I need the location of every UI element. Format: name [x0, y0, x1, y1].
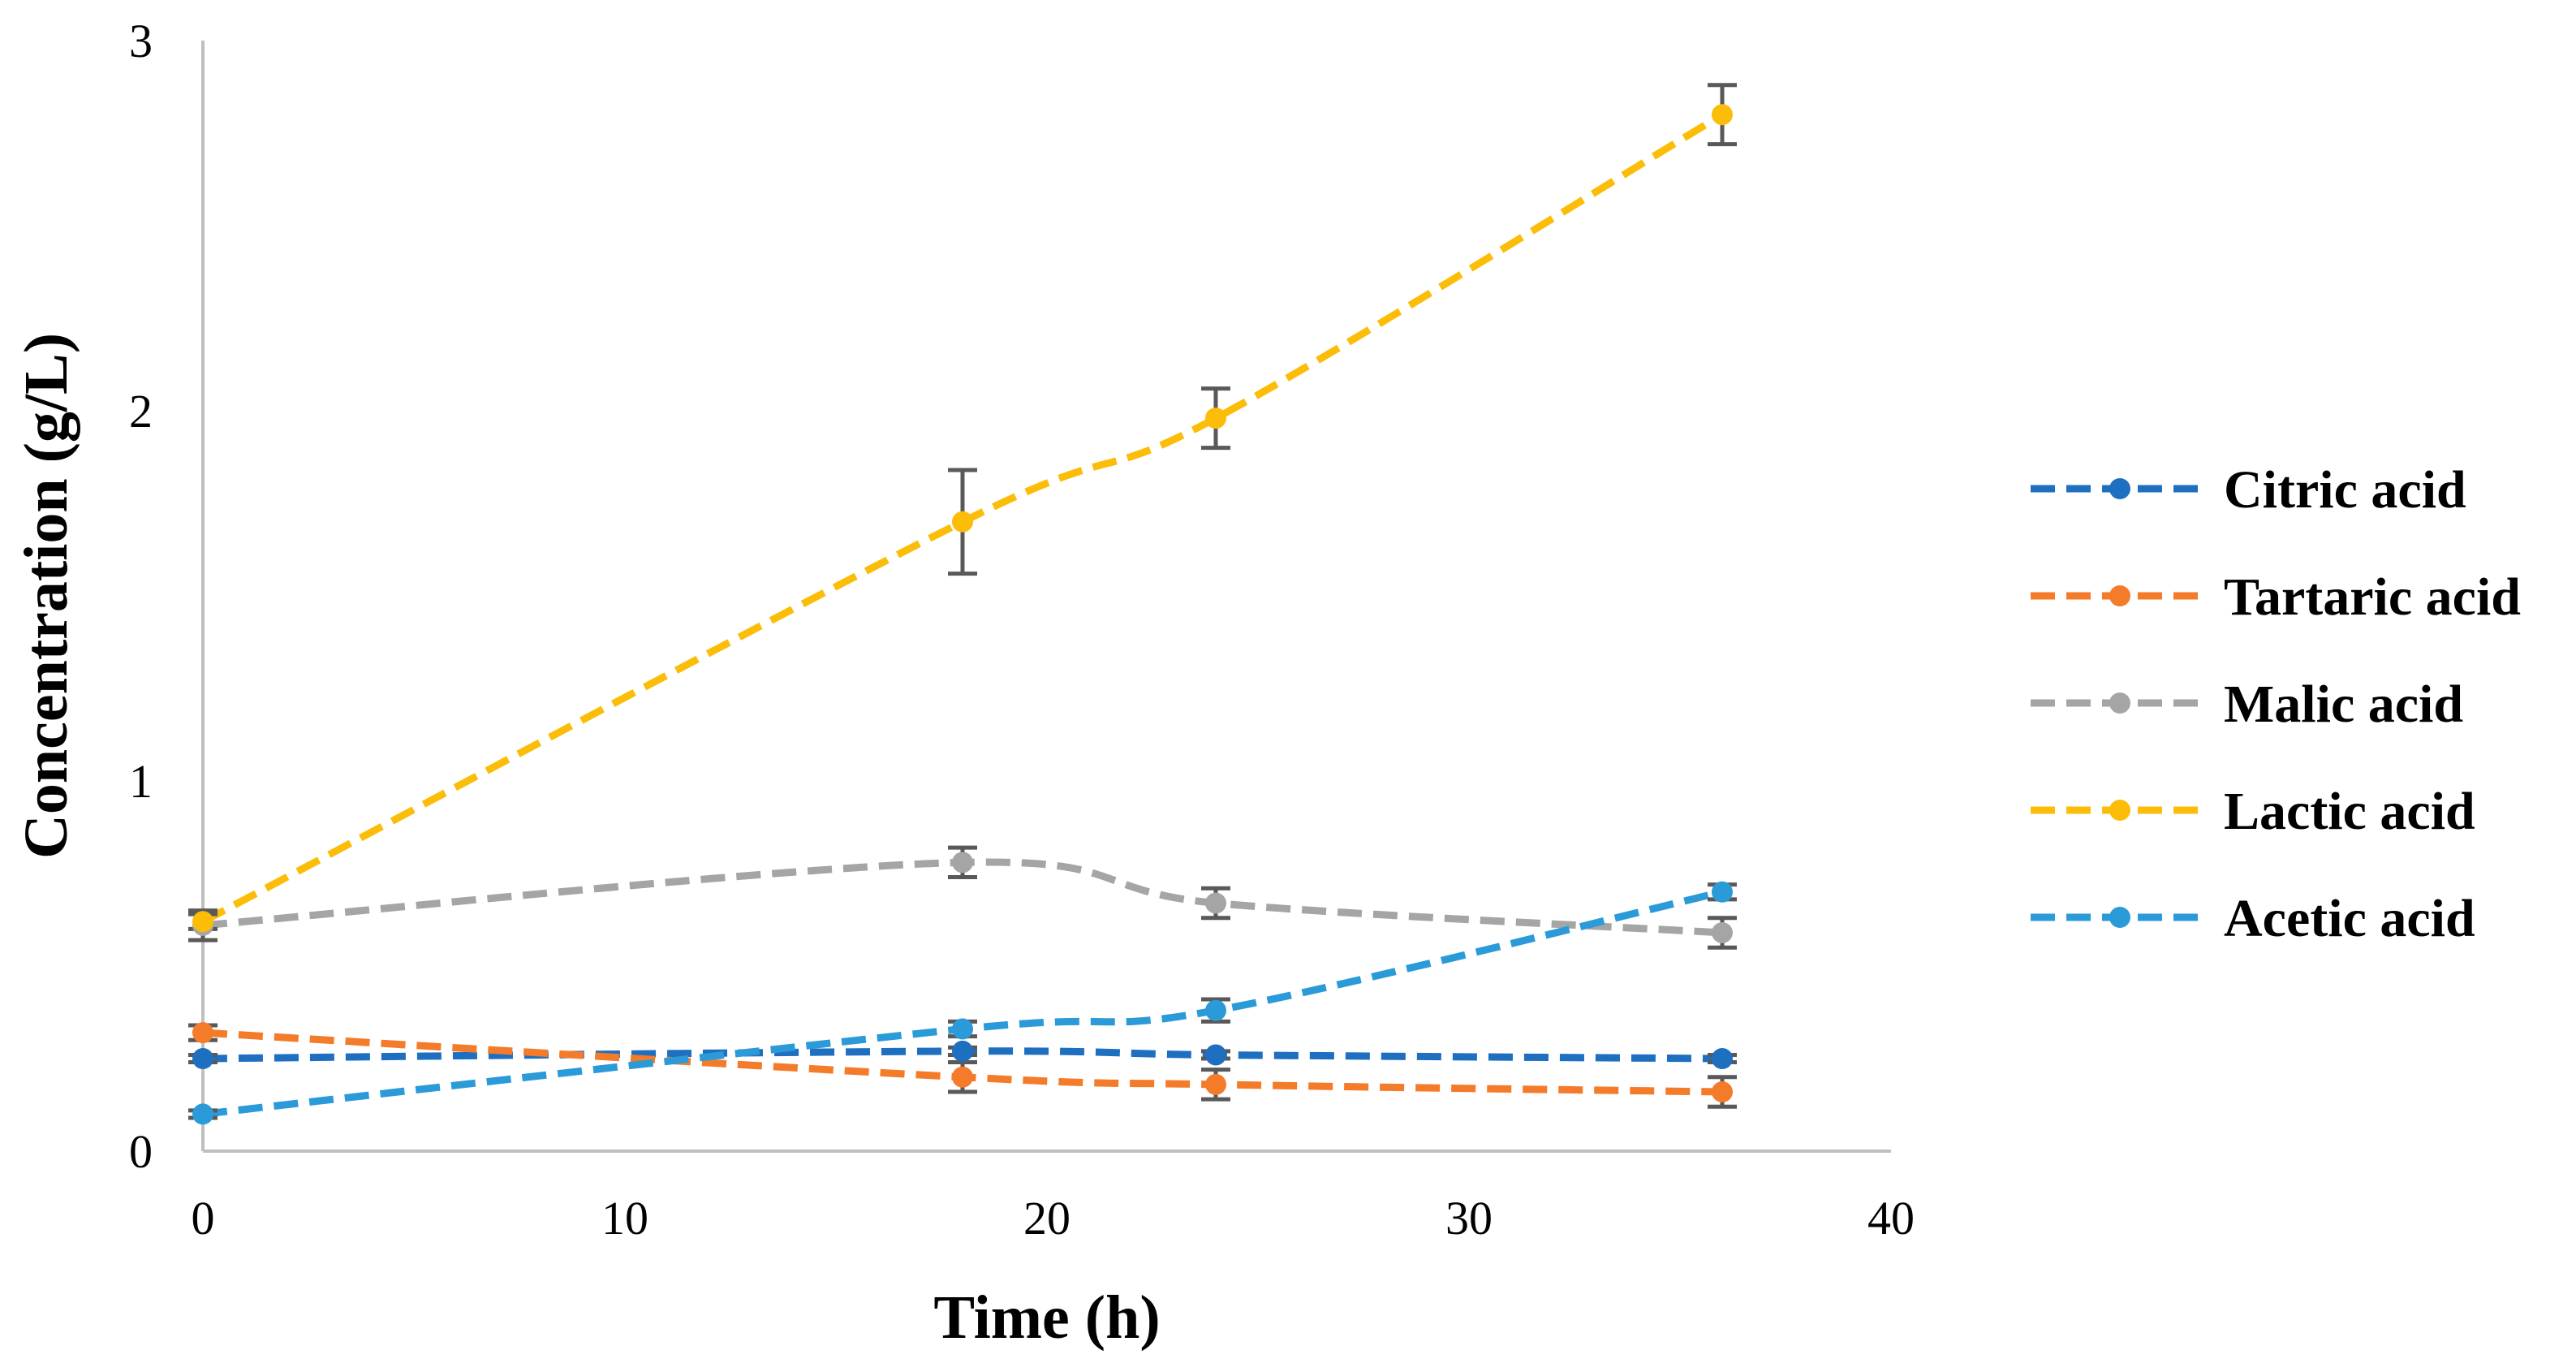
legend-item-malic-acid: Malic acid — [2031, 675, 2463, 734]
series-points-group — [192, 104, 1733, 1125]
series-line-tartaric-acid — [202, 1029, 1723, 1096]
data-point-acetic-acid — [1205, 999, 1226, 1021]
data-point-lactic-acid — [192, 911, 213, 933]
data-point-lactic-acid — [952, 511, 973, 533]
x-axis-title: Time (h) — [933, 1283, 1160, 1352]
data-point-malic-acid — [1712, 921, 1733, 943]
y-tick-label: 3 — [129, 15, 153, 67]
data-point-tartaric-acid — [1712, 1081, 1733, 1103]
legend-label: Citric acid — [2224, 460, 2466, 520]
data-point-tartaric-acid — [1205, 1073, 1226, 1095]
x-tick-label: 20 — [1023, 1192, 1070, 1244]
data-point-citric-acid — [192, 1048, 213, 1069]
legend-label: Tartaric acid — [2224, 567, 2521, 627]
x-tick-label: 10 — [601, 1192, 648, 1244]
y-axis-title: Concentration (g/L) — [12, 333, 80, 859]
data-point-tartaric-acid — [952, 1066, 973, 1088]
legend-swatch-marker — [2109, 907, 2130, 928]
y-tick-label: 0 — [129, 1125, 153, 1178]
legend-label: Acetic acid — [2224, 889, 2475, 948]
legend-swatch-marker — [2109, 585, 2130, 606]
series-line-acetic-acid — [202, 888, 1724, 1118]
tick-labels-group: 0 10 20 30 40 0 1 2 3 — [129, 15, 1915, 1244]
data-point-acetic-acid — [952, 1018, 973, 1040]
legend-label: Lactic acid — [2224, 782, 2475, 841]
x-tick-label: 30 — [1445, 1192, 1493, 1244]
legend-label: Malic acid — [2224, 675, 2463, 734]
data-point-citric-acid — [1205, 1044, 1226, 1066]
series-line-malic-acid — [202, 858, 1723, 937]
y-tick-label: 2 — [129, 385, 153, 438]
series-lines-group — [200, 111, 1725, 1118]
data-point-citric-acid — [1712, 1048, 1733, 1069]
data-point-acetic-acid — [1712, 881, 1733, 903]
data-point-acetic-acid — [192, 1103, 213, 1125]
legend-item-acetic-acid: Acetic acid — [2031, 889, 2475, 948]
legend-swatch-marker — [2109, 800, 2130, 821]
x-tick-label: 0 — [192, 1192, 215, 1244]
data-point-tartaric-acid — [192, 1022, 213, 1044]
legend-swatch-marker — [2109, 478, 2130, 499]
axes-group — [201, 41, 1891, 1153]
series-line-citric-acid — [202, 1047, 1723, 1063]
x-tick-label: 40 — [1867, 1192, 1915, 1244]
error-bars-group — [188, 83, 1737, 1120]
data-point-lactic-acid — [1205, 408, 1226, 429]
series-line-lactic-acid — [200, 111, 1725, 925]
legend-swatch-marker — [2109, 692, 2130, 714]
data-point-citric-acid — [952, 1040, 973, 1062]
legend: Citric acid Tartaric acid Malic acid Lactic… — [2031, 460, 2521, 948]
data-point-lactic-acid — [1712, 104, 1733, 126]
legend-item-tartaric-acid: Tartaric acid — [2031, 567, 2521, 627]
legend-item-citric-acid: Citric acid — [2031, 460, 2466, 520]
y-tick-label: 1 — [129, 755, 153, 808]
legend-item-lactic-acid: Lactic acid — [2031, 782, 2475, 841]
data-point-malic-acid — [1205, 892, 1226, 914]
data-point-malic-acid — [952, 852, 973, 873]
